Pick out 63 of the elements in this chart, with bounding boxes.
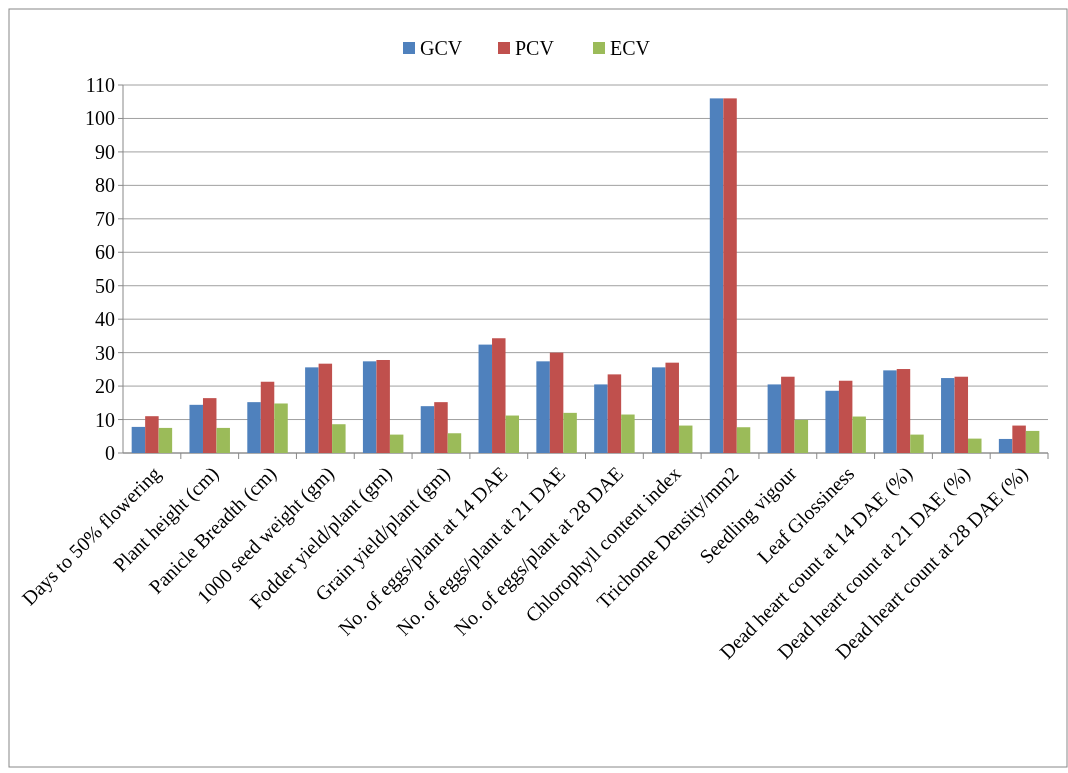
y-tick-label: 0 bbox=[105, 442, 115, 464]
y-tick-label: 30 bbox=[95, 341, 115, 364]
bar bbox=[536, 361, 550, 453]
bar bbox=[434, 402, 448, 453]
bar bbox=[825, 390, 839, 453]
bar bbox=[998, 438, 1013, 453]
bar bbox=[145, 416, 159, 453]
bar bbox=[563, 412, 577, 453]
bar bbox=[852, 416, 866, 453]
y-tick-label: 110 bbox=[85, 74, 115, 96]
bar bbox=[723, 98, 737, 453]
legend-label: PCV bbox=[515, 37, 555, 59]
bar bbox=[274, 403, 288, 453]
bar bbox=[216, 427, 230, 453]
bar bbox=[332, 424, 346, 453]
y-tick-label: 50 bbox=[95, 274, 115, 297]
bar bbox=[505, 415, 520, 453]
bar bbox=[767, 384, 782, 453]
bar bbox=[549, 352, 564, 453]
bar bbox=[189, 404, 203, 453]
y-tick-label: 60 bbox=[95, 241, 115, 264]
bar bbox=[158, 427, 173, 453]
y-tick-label: 20 bbox=[95, 375, 115, 398]
bar bbox=[665, 362, 679, 453]
bar bbox=[883, 370, 897, 453]
bar bbox=[781, 376, 795, 453]
bar bbox=[376, 360, 390, 453]
bar bbox=[492, 338, 506, 453]
bar bbox=[678, 425, 693, 453]
bar bbox=[1012, 425, 1026, 453]
bar bbox=[941, 378, 955, 453]
bar bbox=[968, 438, 982, 453]
bar bbox=[651, 367, 666, 453]
legend-label: ECV bbox=[610, 37, 651, 59]
bar bbox=[910, 434, 924, 453]
bar bbox=[709, 98, 724, 453]
y-tick-label: 80 bbox=[95, 174, 115, 197]
y-tick-label: 40 bbox=[95, 308, 115, 331]
bar bbox=[260, 381, 275, 453]
bar bbox=[954, 376, 969, 453]
bar bbox=[420, 406, 435, 453]
bar bbox=[131, 426, 146, 453]
bar bbox=[478, 344, 493, 453]
y-tick-label: 90 bbox=[95, 140, 115, 163]
bar bbox=[621, 414, 635, 453]
y-tick-label: 100 bbox=[85, 107, 115, 130]
bar bbox=[362, 361, 377, 453]
y-tick-label: 70 bbox=[95, 207, 115, 230]
bar bbox=[1025, 430, 1040, 453]
bar bbox=[838, 380, 853, 453]
bar bbox=[896, 369, 911, 453]
bar bbox=[736, 427, 751, 453]
legend-label: GCV bbox=[420, 37, 463, 59]
bar bbox=[247, 402, 261, 453]
bar bbox=[594, 384, 608, 453]
y-tick-label: 10 bbox=[95, 408, 115, 431]
bar bbox=[794, 419, 809, 453]
bar bbox=[607, 374, 622, 453]
bar bbox=[447, 433, 462, 453]
bar bbox=[305, 367, 319, 453]
bar bbox=[318, 363, 333, 453]
bar bbox=[202, 398, 217, 453]
bar bbox=[389, 434, 404, 453]
